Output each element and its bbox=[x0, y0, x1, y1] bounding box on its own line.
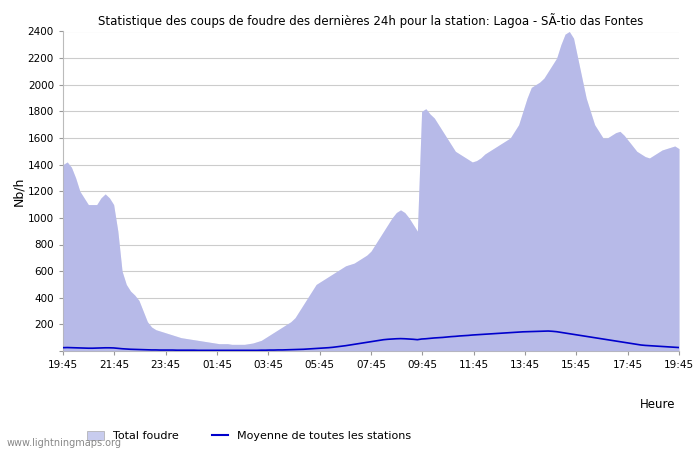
Title: Statistique des coups de foudre des dernières 24h pour la station: Lagoa - SÃ-ti: Statistique des coups de foudre des dern… bbox=[98, 13, 644, 27]
Text: Heure: Heure bbox=[640, 398, 676, 411]
Text: www.lightningmaps.org: www.lightningmaps.org bbox=[7, 438, 122, 448]
Y-axis label: Nb/h: Nb/h bbox=[12, 176, 25, 206]
